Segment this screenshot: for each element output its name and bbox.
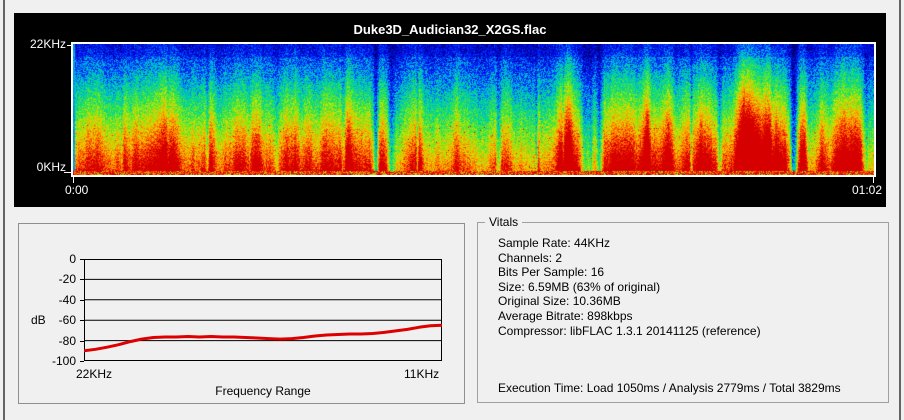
y-axis-tick-label: -40 (58, 292, 76, 307)
y-axis-tickmark (80, 320, 84, 321)
spectrogram-frame (71, 42, 876, 177)
vitals-info-list: Sample Rate: 44KHz Channels: 2 Bits Per Sa… (498, 236, 761, 338)
vitals-groupbox: Vitals Sample Rate: 44KHz Channels: 2 Bits… (477, 215, 889, 403)
spectrogram-time-end-label: 01:02 (851, 183, 882, 197)
x-axis-right-tick-label: 11KHz (404, 367, 440, 381)
spectrogram-panel: Duke3D_Audician32_X2GS.flac 22KHz 0KHz 0… (14, 13, 886, 207)
execution-time-text: Execution Time: Load 1050ms / Analysis 2… (498, 381, 841, 395)
y-axis-tickmark (80, 279, 84, 280)
x-axis-left-tick-label: 22KHz (76, 367, 113, 381)
vitals-info-line: Sample Rate: 44KHz (498, 236, 611, 250)
chart-plot-area (84, 259, 442, 361)
y-axis-tickmark (80, 341, 84, 342)
vitals-info-line: Original Size: 10.36MB (498, 294, 621, 309)
vitals-info-line: Size: 6.59MB (63% of original) (498, 279, 661, 294)
spectrogram-time-end-tick (873, 177, 874, 183)
vitals-groupbox-title: Vitals (485, 215, 523, 229)
spectrogram-time-start-tick (73, 177, 74, 183)
spectrogram-image (73, 44, 874, 175)
vitals-info-line: Bits Per Sample: 16 (498, 265, 605, 280)
spectrogram-time-start-label: 0:00 (65, 183, 89, 197)
y-axis-tick-label: -60 (58, 313, 76, 328)
vitals-info-line: Compressor: libFLAC 1.3.1 20141125 (refe… (498, 323, 761, 338)
x-axis-title: Frequency Range (215, 384, 311, 398)
y-axis-tick-label: -20 (58, 272, 76, 287)
y-axis-tickmark (80, 300, 84, 301)
spectrogram-freq-min-tick (64, 172, 72, 173)
window-right-border (899, 0, 901, 420)
y-axis-title: dB (31, 313, 46, 327)
frequency-range-chart-panel: dB 0 -20 -40 -60 -80 -100 22KHz 11KHz Frequen… (18, 223, 465, 404)
chart-line-svg (84, 259, 442, 361)
y-axis-tickmark (80, 259, 84, 260)
window-left-border (3, 0, 5, 420)
y-axis-tick-label: 0 (69, 252, 76, 266)
y-axis-tickmark (80, 361, 84, 362)
file-title: Duke3D_Audician32_X2GS.flac (353, 22, 547, 37)
vitals-info-line: Average Bitrate: 898kbps (498, 308, 633, 323)
y-axis-tick-label: -100 (51, 354, 76, 368)
spectrogram-freq-max-label: 22KHz (29, 37, 66, 51)
spectral-power-line (84, 323, 442, 353)
vitals-info-line: Channels: 2 (498, 250, 563, 265)
spectrogram-freq-max-tick (67, 45, 72, 46)
y-axis-tick-label: -80 (58, 333, 76, 348)
spectrogram-freq-min-label: 0KHz (36, 160, 66, 174)
